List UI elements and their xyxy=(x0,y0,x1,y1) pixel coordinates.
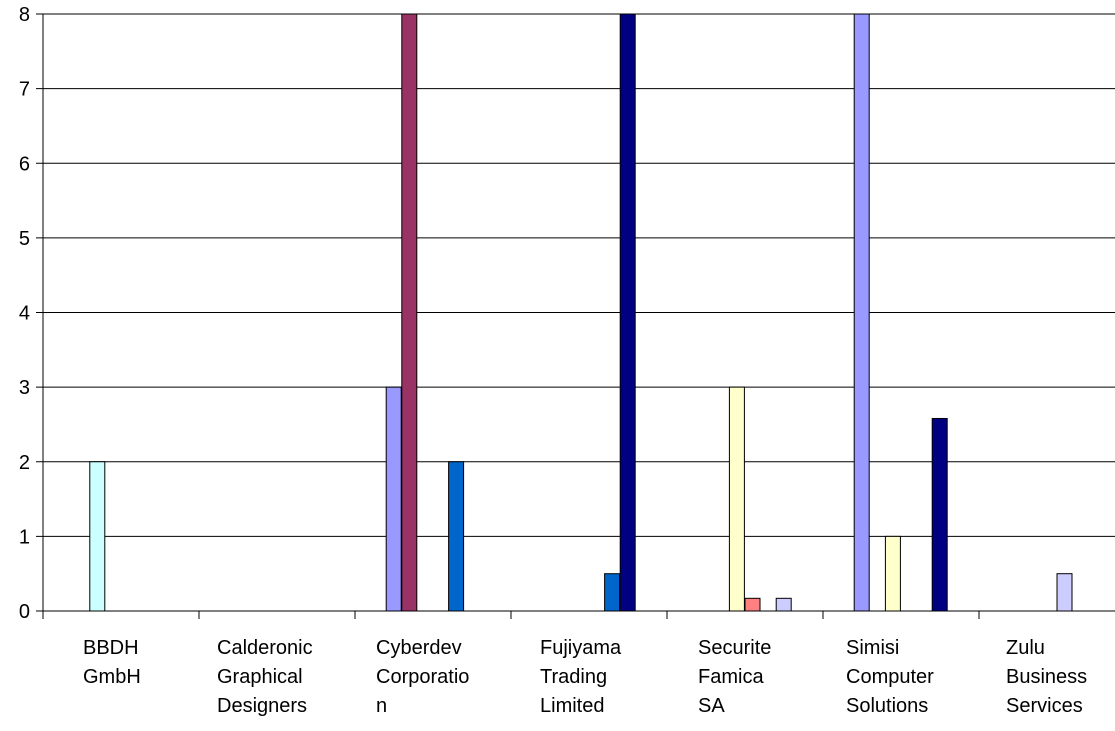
x-category-label: Cyberdev Corporatio n xyxy=(376,637,469,717)
y-axis-tick-labels: 0 1 2 3 4 5 6 7 8 xyxy=(19,4,30,623)
bar xyxy=(931,417,948,612)
bar xyxy=(1056,573,1073,612)
bar xyxy=(619,13,636,612)
axes xyxy=(42,14,1115,619)
bar xyxy=(448,461,465,612)
y-tick-label: 3 xyxy=(19,377,30,399)
bar xyxy=(89,461,106,612)
y-tick-label: 0 xyxy=(19,601,30,623)
x-category-label: BBDH GmbH xyxy=(83,637,141,688)
y-tick-label: 2 xyxy=(19,452,30,474)
bar xyxy=(853,13,870,612)
x-category-label: Securite Famica SA xyxy=(698,637,771,717)
y-tick-label: 4 xyxy=(19,303,30,325)
y-tick-label: 6 xyxy=(19,153,30,175)
y-tick-label: 5 xyxy=(19,228,30,250)
bar xyxy=(775,597,792,612)
x-category-label: Zulu Business Services xyxy=(1006,637,1087,717)
bar xyxy=(884,535,901,612)
bar xyxy=(385,386,402,612)
bar xyxy=(604,573,621,612)
y-tick-label: 7 xyxy=(19,79,30,101)
gridlines xyxy=(36,13,1115,612)
x-category-label: Fujiyama Trading Limited xyxy=(540,637,622,717)
x-axis-category-labels: BBDH GmbH Calderonic Graphical Designers Cybe… xyxy=(83,637,1087,717)
bar xyxy=(744,597,761,612)
x-category-label: Simisi Computer Solutions xyxy=(846,637,934,717)
x-category-label: Calderonic Graphical Designers xyxy=(217,637,313,717)
bar xyxy=(401,13,418,612)
bar xyxy=(728,386,745,612)
y-tick-label: 8 xyxy=(19,4,30,26)
y-tick-label: 1 xyxy=(19,526,30,548)
